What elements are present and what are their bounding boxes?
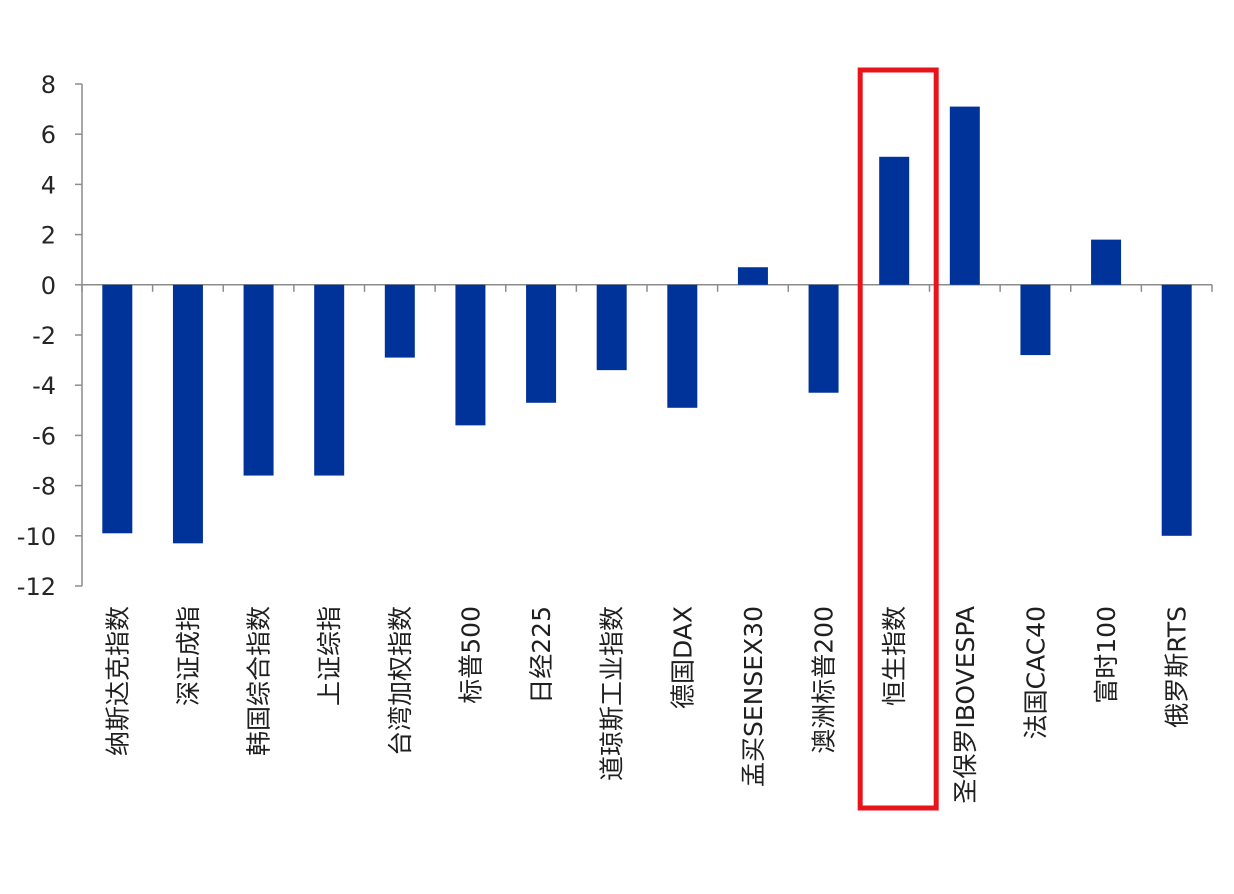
y-tick-label: -12	[17, 573, 56, 601]
category-label: 纳斯达克指数	[103, 606, 132, 756]
bar	[102, 284, 133, 534]
category-label: 标普500	[456, 606, 485, 704]
category-label: 恒生指数	[880, 606, 909, 706]
bars-layer	[102, 106, 1192, 544]
y-tick-label: 6	[41, 121, 56, 149]
bar	[384, 284, 415, 358]
bar	[1020, 284, 1051, 356]
y-tick-label: -4	[32, 372, 56, 400]
bar	[879, 156, 910, 285]
category-label: 澳洲标普200	[810, 606, 839, 754]
highlight-layer	[857, 67, 939, 811]
category-label: 道琼斯工业指数	[598, 606, 627, 781]
category-label: 台湾加权指数	[386, 606, 415, 756]
bar	[455, 284, 486, 426]
category-label: 富时100	[1092, 606, 1121, 704]
bar	[737, 267, 768, 285]
bar	[526, 284, 557, 403]
axis-layer: 8 6 4 2 0 -2 -4 -6 -8 -10 -12	[17, 71, 1213, 601]
y-tick-label: -6	[32, 422, 56, 450]
y-tick-label: 8	[41, 71, 56, 99]
bar	[172, 284, 203, 544]
y-tick-label: 0	[41, 272, 56, 300]
category-label: 深证成指	[174, 606, 203, 706]
y-tick-label: -2	[32, 322, 56, 350]
bar	[1161, 284, 1192, 536]
y-tick-label: 2	[41, 222, 56, 250]
category-label: 圣保罗IBOVESPA	[951, 606, 980, 804]
category-label: 德国DAX	[668, 606, 697, 709]
bar	[949, 106, 980, 285]
highlight-box	[857, 67, 939, 811]
bar	[808, 284, 839, 393]
bar	[243, 284, 274, 476]
category-label: 俄罗斯RTS	[1163, 606, 1192, 728]
labels-layer: 纳斯达克指数 深证成指 韩国综合指数 上证综指 台湾加权指数 标普500 日经225 道琼斯工…	[103, 606, 1191, 804]
y-tick-label: -8	[32, 473, 56, 501]
category-label: 上证综指	[315, 606, 344, 706]
category-label: 日经225	[527, 606, 556, 704]
category-label: 韩国综合指数	[245, 606, 274, 756]
y-tick-label: -10	[17, 523, 56, 551]
category-label: 法国CAC40	[1021, 606, 1050, 739]
bar	[596, 284, 627, 371]
bar	[667, 284, 698, 408]
y-tick-label: 4	[41, 171, 56, 199]
bar	[314, 284, 345, 476]
bar	[1091, 239, 1122, 285]
category-label: 孟买SENSEX30	[739, 606, 768, 787]
